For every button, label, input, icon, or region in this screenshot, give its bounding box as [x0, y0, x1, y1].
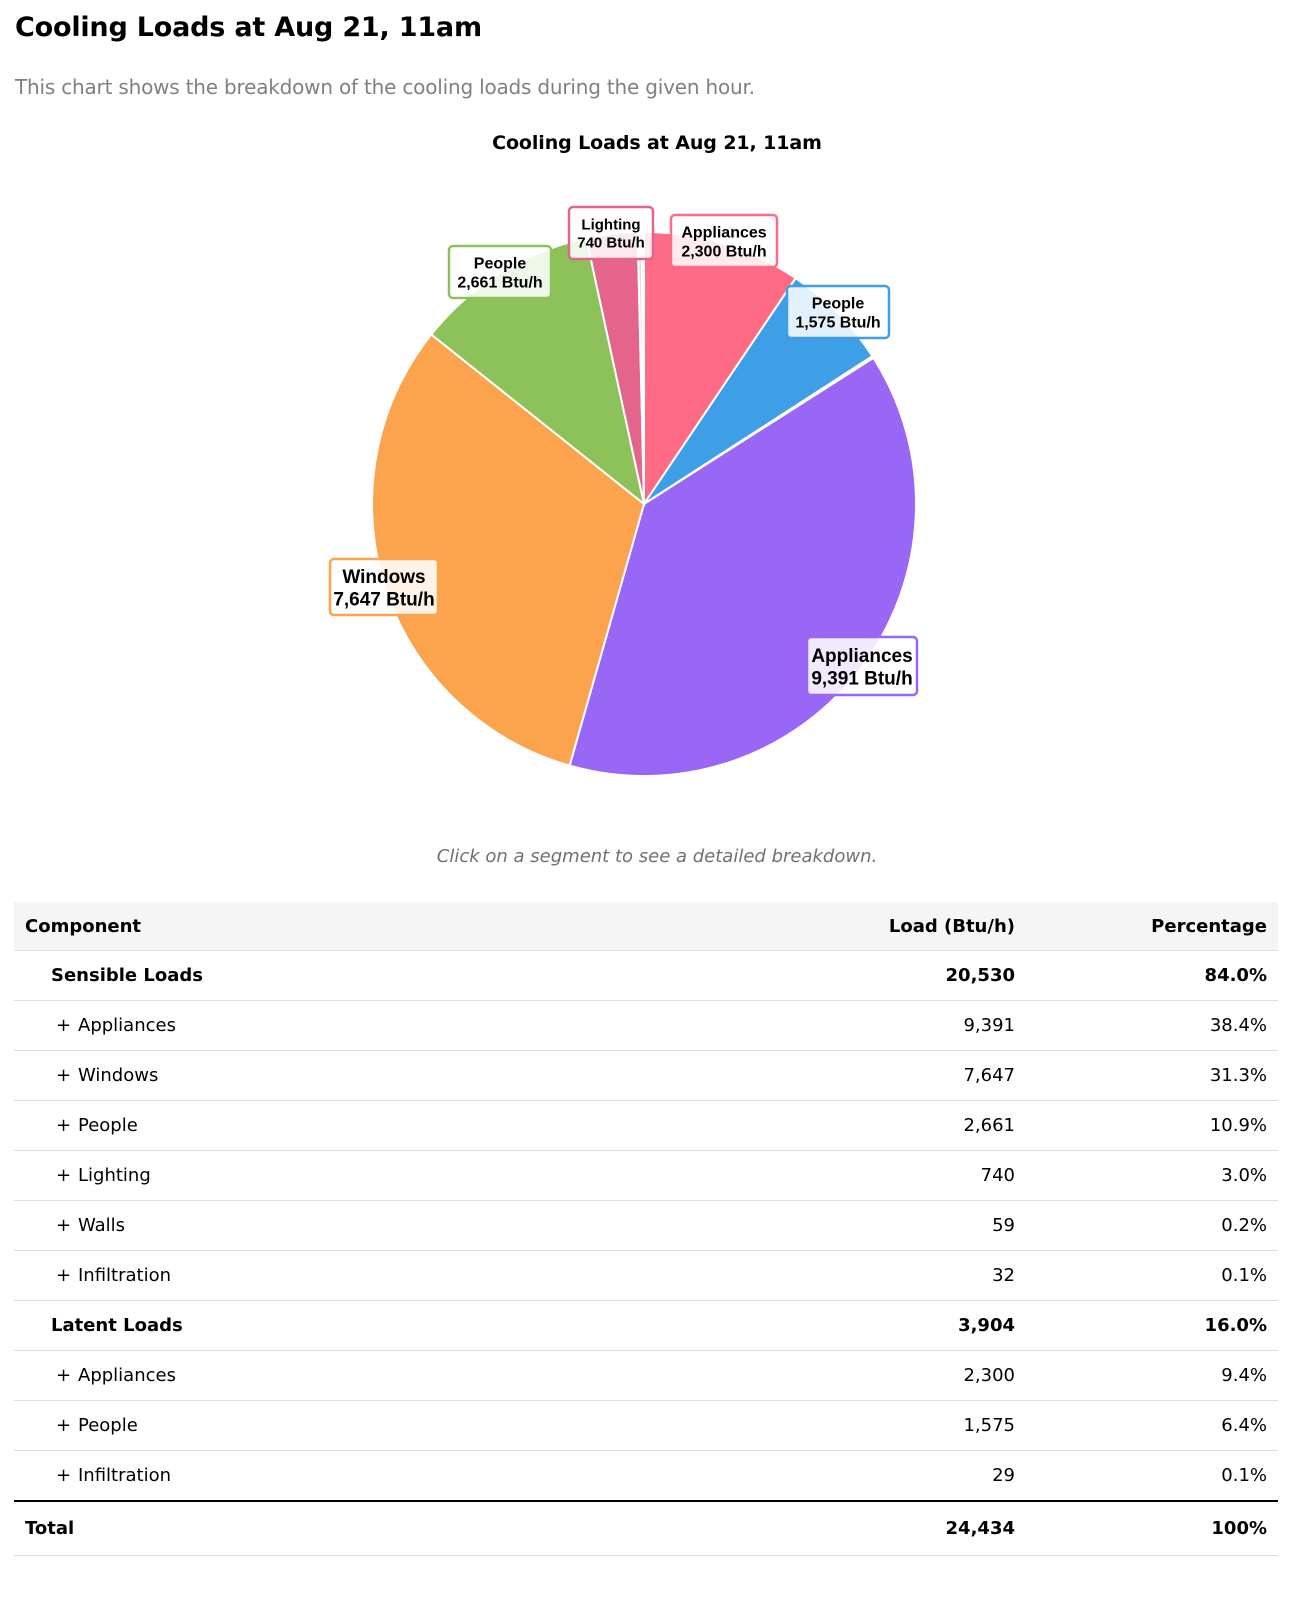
label-value: 740 Btu/h — [577, 235, 645, 252]
label-box — [567, 205, 655, 261]
component-name: Windows — [78, 1065, 159, 1086]
load-value: 29 — [684, 1450, 1026, 1502]
label-box — [447, 244, 553, 300]
table-row[interactable]: + Walls 59 0.2% — [14, 1200, 1278, 1251]
load-value: 59 — [684, 1200, 1026, 1251]
header-load: Load (Btu/h) — [684, 902, 1026, 951]
label-value: 9,391 Btu/h — [811, 669, 912, 690]
component-name: People — [78, 1415, 138, 1436]
slice-label-people: People 2,661 Btu/h — [447, 244, 553, 300]
table-header-row: Component Load (Btu/h) Percentage — [14, 902, 1278, 951]
slice-label-people: People 1,575 Btu/h — [785, 284, 891, 340]
percentage-value: 38.4% — [1026, 1000, 1278, 1051]
component-name: Lighting — [78, 1165, 151, 1186]
label-name: Lighting — [581, 217, 640, 234]
table-row[interactable]: + Lighting 740 3.0% — [14, 1150, 1278, 1201]
table-row[interactable]: + People 2,661 10.9% — [14, 1100, 1278, 1151]
component-name: People — [78, 1115, 138, 1136]
chart-title: Cooling Loads at Aug 21, 11am — [492, 132, 822, 154]
loads-table: Component Load (Btu/h) Percentage Sensib… — [14, 902, 1278, 1556]
label-value: 2,661 Btu/h — [457, 275, 542, 292]
label-box — [669, 213, 779, 269]
label-name: Appliances — [681, 224, 766, 241]
label-name: People — [474, 255, 527, 272]
expand-button[interactable]: + — [56, 1115, 72, 1136]
component-name: Appliances — [78, 1015, 176, 1036]
component-name: Walls — [78, 1215, 126, 1236]
expand-button[interactable]: + — [56, 1065, 72, 1086]
group-load: 3,904 — [684, 1300, 1026, 1351]
header-component: Component — [14, 902, 684, 951]
pie-chart[interactable]: Appliances 2,300 Btu/h People 1,575 Btu/h Ap… — [0, 0, 1314, 830]
header-percentage: Percentage — [1026, 902, 1278, 951]
component-name: Infiltration — [78, 1465, 172, 1486]
label-value: 2,300 Btu/h — [681, 244, 766, 261]
percentage-value: 0.1% — [1026, 1250, 1278, 1301]
label-name: Windows — [342, 567, 425, 588]
percentage-value: 6.4% — [1026, 1400, 1278, 1451]
group-name: Latent Loads — [14, 1300, 684, 1351]
chart-hint: Click on a segment to see a detailed bre… — [436, 846, 878, 867]
component-name: Appliances — [78, 1365, 176, 1386]
table-row[interactable]: + People 1,575 6.4% — [14, 1400, 1278, 1451]
load-value: 32 — [684, 1250, 1026, 1301]
label-box — [785, 284, 891, 340]
expand-button[interactable]: + — [56, 1165, 72, 1186]
label-name: Appliances — [811, 646, 912, 667]
expand-button[interactable]: + — [56, 1365, 72, 1386]
table-row[interactable]: + Appliances 9,391 38.4% — [14, 1000, 1278, 1051]
page-title: Cooling Loads at Aug 21, 11am — [15, 12, 482, 43]
table-row[interactable]: + Infiltration 29 0.1% — [14, 1450, 1278, 1502]
load-value: 740 — [684, 1150, 1026, 1201]
load-value: 9,391 — [684, 1000, 1026, 1051]
percentage-value: 9.4% — [1026, 1350, 1278, 1401]
load-value: 2,300 — [684, 1350, 1026, 1401]
table-row[interactable]: + Appliances 2,300 9.4% — [14, 1350, 1278, 1401]
expand-button[interactable]: + — [56, 1465, 72, 1486]
percentage-value: 0.2% — [1026, 1200, 1278, 1251]
percentage-value: 3.0% — [1026, 1150, 1278, 1201]
latent-loads-row: Latent Loads 3,904 16.0% — [14, 1300, 1278, 1351]
slice-label-appliances: Appliances 2,300 Btu/h — [669, 213, 779, 269]
group-percentage: 84.0% — [1026, 950, 1278, 1001]
group-percentage: 16.0% — [1026, 1300, 1278, 1351]
percentage-value: 10.9% — [1026, 1100, 1278, 1151]
expand-button[interactable]: + — [56, 1015, 72, 1036]
label-box — [328, 557, 440, 617]
total-row: Total 24,434 100% — [14, 1500, 1278, 1556]
sensible-loads-row: Sensible Loads 20,530 84.0% — [14, 950, 1278, 1001]
total-percentage: 100% — [1026, 1500, 1278, 1556]
label-value: 7,647 Btu/h — [333, 590, 434, 611]
load-value: 1,575 — [684, 1400, 1026, 1451]
load-value: 2,661 — [684, 1100, 1026, 1151]
load-value: 7,647 — [684, 1050, 1026, 1101]
group-name: Sensible Loads — [14, 950, 684, 1001]
percentage-value: 0.1% — [1026, 1450, 1278, 1502]
table-row[interactable]: + Infiltration 32 0.1% — [14, 1250, 1278, 1301]
percentage-value: 31.3% — [1026, 1050, 1278, 1101]
page-description: This chart shows the breakdown of the co… — [15, 75, 755, 99]
expand-button[interactable]: + — [56, 1415, 72, 1436]
label-name: People — [812, 295, 865, 312]
table-row[interactable]: + Windows 7,647 31.3% — [14, 1050, 1278, 1101]
component-name: Infiltration — [78, 1265, 172, 1286]
total-load: 24,434 — [684, 1500, 1026, 1556]
expand-button[interactable]: + — [56, 1265, 72, 1286]
expand-button[interactable]: + — [56, 1215, 72, 1236]
label-box — [805, 635, 919, 697]
label-value: 1,575 Btu/h — [795, 315, 880, 332]
group-load: 20,530 — [684, 950, 1026, 1001]
total-label: Total — [14, 1500, 684, 1556]
